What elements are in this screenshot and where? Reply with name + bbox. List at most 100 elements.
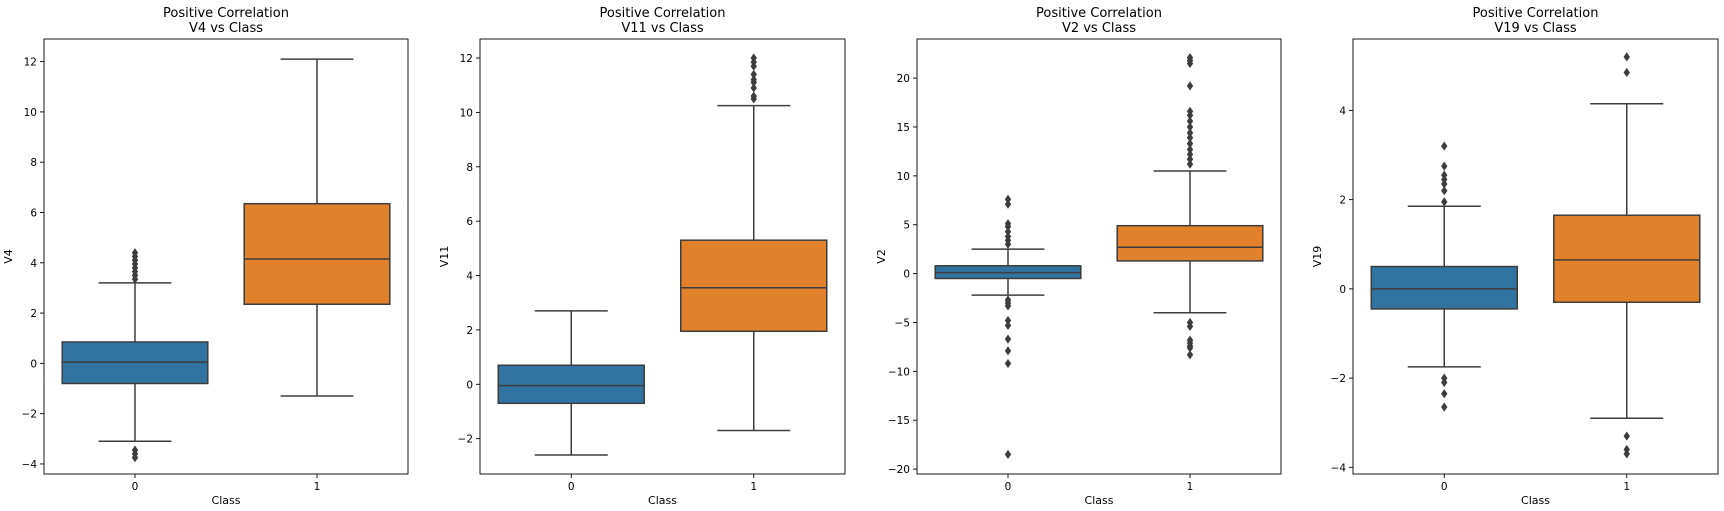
y-tick-label: 2 xyxy=(1339,195,1346,207)
chart-title-line2: V4 vs Class xyxy=(189,21,263,36)
x-tick-label: 1 xyxy=(750,481,757,493)
outlier-point xyxy=(1004,346,1012,356)
x-tick-label: 1 xyxy=(1187,481,1194,493)
outlier-point xyxy=(1004,315,1012,326)
x-tick-label: 0 xyxy=(568,481,575,493)
y-tick-label: 0 xyxy=(903,269,910,281)
y-tick-label: 2 xyxy=(30,308,37,320)
box-iqr xyxy=(1370,265,1518,310)
outlier-point xyxy=(1441,197,1448,207)
outlier-point xyxy=(1623,52,1630,62)
outlier-point xyxy=(1004,358,1012,369)
outlier-point xyxy=(1441,389,1448,399)
chart-title-line1: Positive Correlation xyxy=(1473,6,1599,21)
outlier-point xyxy=(1004,334,1012,344)
outlier-point xyxy=(131,453,139,463)
outlier-point xyxy=(131,248,139,258)
x-axis-label: Class xyxy=(1085,494,1114,507)
outlier-point xyxy=(1441,141,1448,151)
outlier-point xyxy=(1186,154,1194,164)
box-group-class-1 xyxy=(680,53,828,432)
outlier-point xyxy=(1186,350,1194,360)
y-tick-label: −2 xyxy=(22,409,37,421)
chart-title-line1: Positive Correlation xyxy=(163,6,289,21)
y-tick-label: −20 xyxy=(888,464,910,476)
y-tick-label: −4 xyxy=(22,459,38,471)
x-axis-label: Class xyxy=(1521,494,1550,507)
x-tick-label: 0 xyxy=(1441,481,1448,493)
box-group-class-0 xyxy=(497,310,645,456)
y-tick-label: −5 xyxy=(895,317,910,329)
box-iqr xyxy=(497,364,645,405)
x-tick-label: 0 xyxy=(132,481,139,493)
chart-title-line1: Positive Correlation xyxy=(600,6,726,21)
y-tick-label: 8 xyxy=(466,162,473,174)
y-tick-label: 15 xyxy=(897,122,910,134)
y-tick-label: 5 xyxy=(903,220,910,232)
plot-frame xyxy=(43,38,409,475)
outlier-point xyxy=(1004,226,1012,237)
outlier-point xyxy=(1186,81,1194,91)
outlier-point xyxy=(1623,449,1630,459)
y-tick-label: 0 xyxy=(1339,284,1346,296)
y-axis-label: V2 xyxy=(875,249,888,264)
outlier-point xyxy=(1004,219,1012,229)
y-tick-label: −2 xyxy=(458,434,473,446)
chart-title-line2: V11 vs Class xyxy=(621,21,704,36)
chart-title-line2: V2 vs Class xyxy=(1062,21,1136,36)
plot-frame xyxy=(479,38,846,475)
outlier-point xyxy=(750,83,757,93)
outlier-point xyxy=(750,75,757,85)
box-group-class-0 xyxy=(61,248,209,463)
outlier-point xyxy=(1004,194,1012,204)
outlier-point xyxy=(1186,52,1194,63)
outlier-point xyxy=(1186,149,1194,159)
box-group-class-1 xyxy=(1553,52,1701,459)
outlier-point xyxy=(1186,122,1194,132)
outlier-point xyxy=(1186,321,1194,331)
chart-title-line2: V19 vs Class xyxy=(1494,21,1577,36)
outlier-point xyxy=(1441,377,1448,388)
box-iqr xyxy=(680,239,828,333)
y-tick-label: −10 xyxy=(888,366,910,378)
x-axis-label: Class xyxy=(212,494,241,507)
y-axis-label: V4 xyxy=(2,249,15,264)
y-tick-label: 20 xyxy=(897,73,910,85)
box-group-class-0 xyxy=(934,194,1082,460)
outlier-point xyxy=(1004,301,1012,311)
y-tick-label: −15 xyxy=(888,415,910,427)
y-tick-label: 0 xyxy=(466,379,473,391)
box-iqr xyxy=(1553,214,1701,303)
y-tick-label: 4 xyxy=(466,271,473,283)
y-tick-label: 10 xyxy=(460,107,473,119)
plot-frame xyxy=(916,38,1282,475)
y-tick-label: 12 xyxy=(24,57,37,69)
y-axis-label: V19 xyxy=(1311,246,1324,268)
box-group-class-0 xyxy=(1370,141,1518,412)
outlier-point xyxy=(1186,116,1194,126)
box-iqr xyxy=(243,202,391,306)
outlier-point xyxy=(1186,159,1194,169)
y-tick-label: 10 xyxy=(24,107,37,119)
outlier-point xyxy=(1623,67,1630,78)
y-tick-label: 10 xyxy=(897,171,910,183)
outlier-point xyxy=(1186,144,1194,155)
outlier-point xyxy=(1623,431,1630,441)
x-tick-label: 1 xyxy=(314,481,321,493)
outlier-point xyxy=(1004,199,1012,209)
y-tick-label: −2 xyxy=(1331,373,1346,385)
y-tick-label: 2 xyxy=(466,325,473,337)
box-group-class-1 xyxy=(1116,52,1264,360)
outlier-point xyxy=(1186,128,1194,138)
outlier-point xyxy=(1441,161,1448,171)
outlier-point xyxy=(1004,320,1012,331)
outlier-point xyxy=(750,69,757,79)
outlier-point xyxy=(1441,170,1448,180)
outlier-point xyxy=(1441,186,1448,196)
outlier-point xyxy=(1186,133,1194,143)
y-tick-label: 6 xyxy=(466,216,473,228)
outlier-point xyxy=(1186,138,1194,149)
